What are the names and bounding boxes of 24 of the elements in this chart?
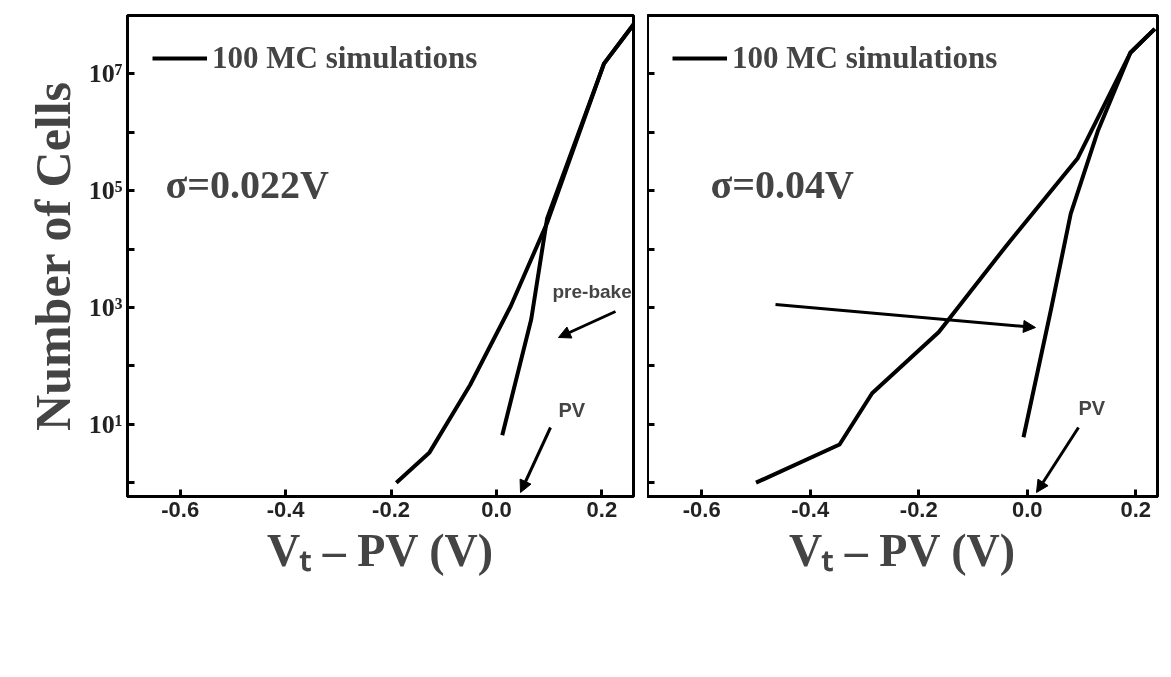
annotation: PV [1078, 396, 1106, 419]
x-tick-label: -0.2 [899, 496, 938, 522]
y-tick-label: 10⁷ [88, 59, 123, 89]
annotation: PV [558, 398, 586, 421]
annotation: σ=0.022V [165, 161, 330, 207]
x-tick-label: 0.0 [481, 496, 512, 522]
x-tick-label: 0.0 [1012, 496, 1043, 522]
x-axis-title: Vₜ – PV (V) [789, 524, 1016, 576]
annotation: pre-bake [552, 280, 632, 302]
x-tick-label: 0.2 [586, 496, 618, 522]
legend-label: 100 MC simulations [212, 40, 478, 76]
x-tick-label: 0.2 [1120, 496, 1152, 522]
y-tick-label: 10¹ [88, 409, 123, 439]
legend-label: 100 MC simulations [732, 40, 998, 76]
x-tick-label: -0.6 [161, 496, 200, 522]
x-tick-label: -0.4 [791, 496, 830, 522]
x-tick-label: -0.6 [682, 496, 721, 522]
x-tick-label: -0.4 [266, 496, 306, 522]
y-axis-title: Number of Cells [24, 81, 81, 431]
y-tick-label: 10⁵ [88, 176, 123, 206]
y-tick-label: 10³ [88, 292, 123, 322]
x-tick-label: -0.2 [372, 496, 411, 522]
x-axis-title: Vₜ – PV (V) [267, 524, 494, 576]
annotation: σ=0.04V [710, 161, 855, 207]
